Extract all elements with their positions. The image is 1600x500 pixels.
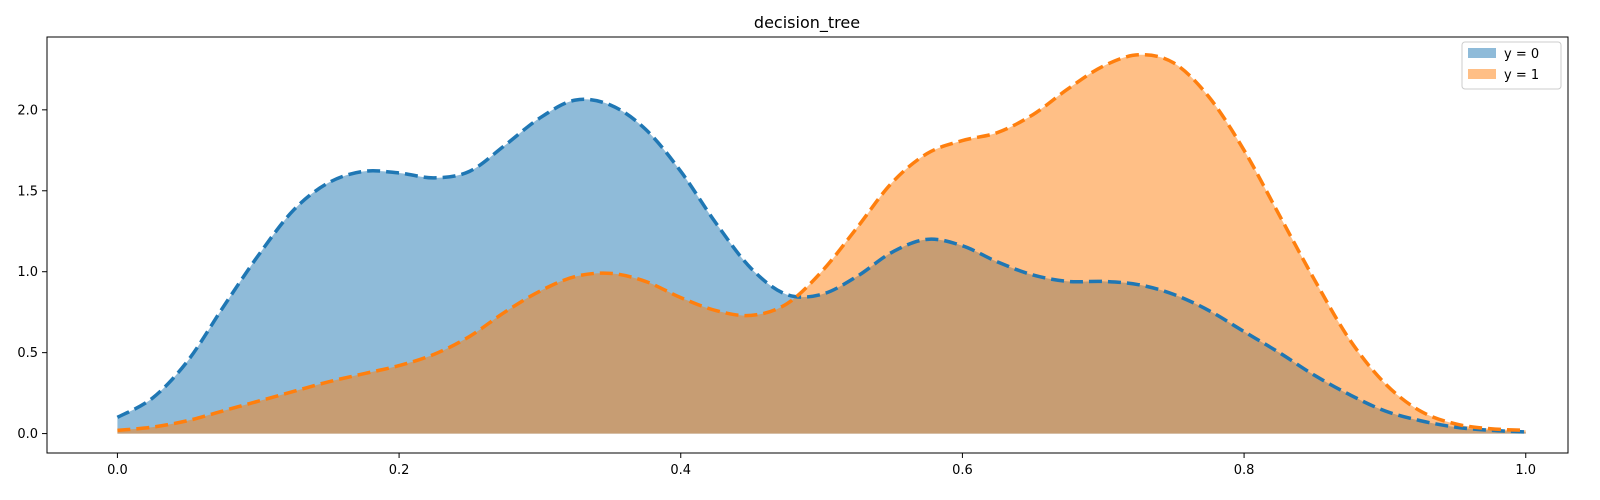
x-axis: 0.0 0.2 0.4 0.6 0.8 1.0: [107, 453, 1536, 478]
y-tick-label: 0.0: [17, 427, 38, 442]
x-tick-label: 0.0: [107, 463, 128, 478]
y-axis: 0.0 0.5 1.0 1.5 2.0: [17, 103, 47, 442]
legend-label: y = 1: [1504, 68, 1539, 83]
legend-items: y = 0 y = 1: [1468, 47, 1539, 83]
y-tick-label: 1.0: [17, 265, 38, 280]
series-1-area: [117, 54, 1526, 434]
y-tick-label: 1.5: [17, 184, 38, 199]
x-tick-label: 0.6: [952, 463, 973, 478]
series-0-line: [116, 97, 1526, 434]
legend-label: y = 0: [1504, 47, 1539, 62]
lines-layer: [116, 52, 1526, 434]
legend: y = 0 y = 1: [1461, 41, 1562, 90]
y-tick-label: 2.0: [17, 103, 38, 118]
x-tick-label: 0.2: [389, 463, 410, 478]
series-1-line: [117, 52, 1526, 433]
x-tick-label: 0.8: [1234, 463, 1255, 478]
y-tick-label: 0.5: [17, 346, 38, 361]
x-tick-label: 1.0: [1515, 463, 1536, 478]
chart-title: decision_tree: [754, 13, 860, 33]
legend-swatch: [1468, 48, 1496, 58]
legend-swatch: [1468, 69, 1496, 79]
x-tick-label: 0.4: [670, 463, 691, 478]
plot-frame: [46, 36, 1569, 454]
fills-layer: [117, 54, 1526, 434]
